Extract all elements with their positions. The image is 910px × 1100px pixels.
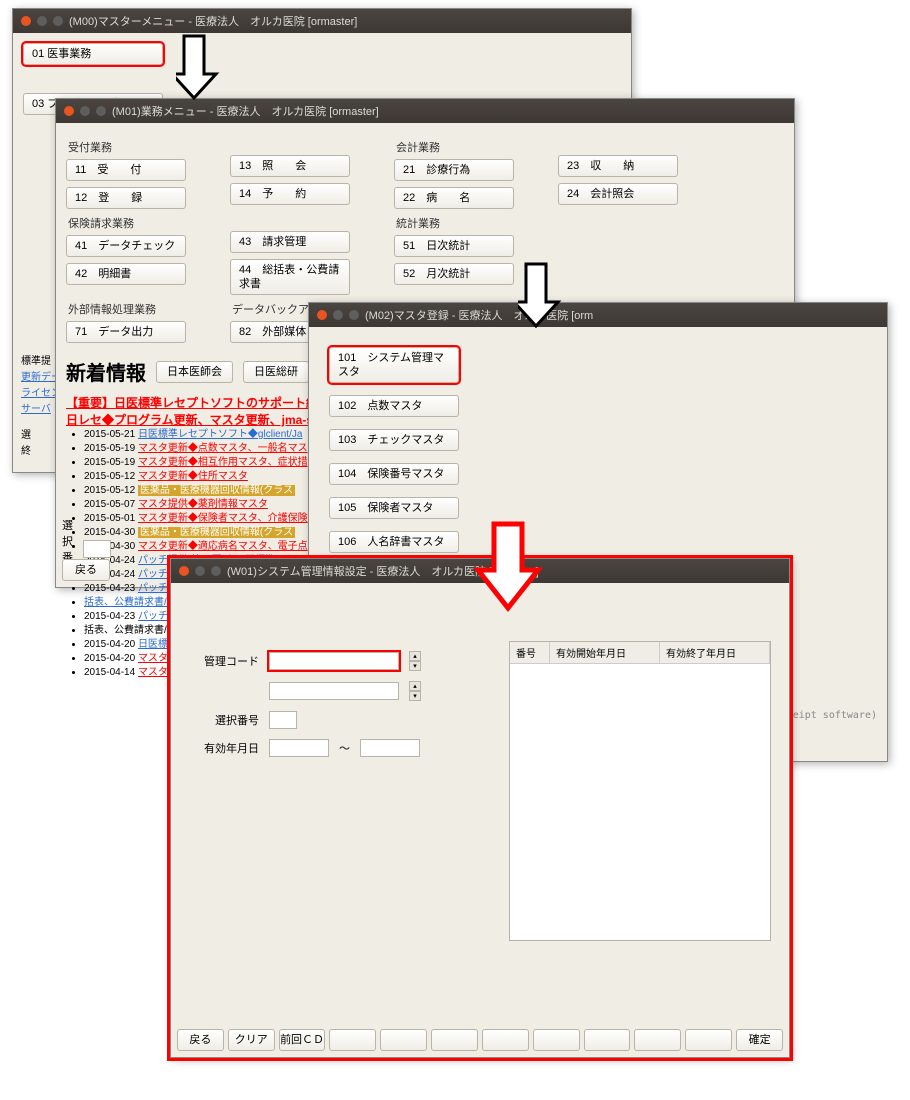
- input-select-no[interactable]: [269, 711, 297, 729]
- spin-down-icon[interactable]: ▾: [409, 691, 421, 701]
- validity-table: 番号 有効開始年月日 有効終了年月日: [509, 641, 771, 941]
- btn-前回ＣＤ[interactable]: 前回ＣＤ: [279, 1029, 326, 1051]
- btn-51[interactable]: 51 日次統計: [394, 235, 514, 257]
- btn-戻る[interactable]: 戻る: [177, 1029, 224, 1051]
- btn-22[interactable]: 22 病 名: [394, 187, 514, 209]
- btn-103[interactable]: 103 チェックマスタ: [329, 429, 459, 451]
- btn-41[interactable]: 41 データチェック: [66, 235, 186, 257]
- close-icon[interactable]: [64, 106, 74, 116]
- btn-12[interactable]: 12 登 録: [66, 187, 186, 209]
- arrow-2: [518, 260, 568, 332]
- tilde: ～: [339, 740, 350, 756]
- th-no: 番号: [510, 642, 550, 663]
- btn-empty-6[interactable]: [482, 1029, 529, 1051]
- close-icon[interactable]: [179, 566, 189, 576]
- section-stats: 統計業務: [396, 215, 544, 231]
- titlebar-m02: (M02)マスタ登録 - 医療法人 オルカ医院 [orm: [309, 303, 887, 327]
- btn-105[interactable]: 105 保険者マスタ: [329, 497, 459, 519]
- btn-44[interactable]: 44 総括表・公費請求書: [230, 259, 350, 295]
- section-insurance: 保険請求業務: [68, 215, 216, 231]
- btn-102[interactable]: 102 点数マスタ: [329, 395, 459, 417]
- window-title: (M01)業務メニュー - 医療法人 オルカ医院 [ormaster]: [112, 103, 379, 119]
- btn-back-m01[interactable]: 戻る: [62, 559, 110, 581]
- close-icon[interactable]: [317, 310, 327, 320]
- btn-42[interactable]: 42 明細書: [66, 263, 186, 285]
- arrow-3: [474, 520, 544, 616]
- maximize-icon[interactable]: [96, 106, 106, 116]
- maximize-icon[interactable]: [211, 566, 221, 576]
- section-reception: 受付業務: [68, 139, 216, 155]
- btn-empty-3[interactable]: [329, 1029, 376, 1051]
- window-title: (M00)マスターメニュー - 医療法人 オルカ医院 [ormaster]: [69, 13, 357, 29]
- spin-up-icon[interactable]: ▴: [409, 681, 421, 691]
- input-sub[interactable]: [269, 682, 399, 700]
- th-end: 有効終了年月日: [660, 642, 770, 663]
- close-icon[interactable]: [21, 16, 31, 26]
- btn-14[interactable]: 14 予 約: [230, 183, 350, 205]
- window-w01: (W01)システム管理情報設定 - 医療法人 オルカ医院 [ormaster] …: [170, 558, 790, 1058]
- input-manage-code[interactable]: [269, 652, 399, 670]
- btn-104[interactable]: 104 保険番号マスタ: [329, 463, 459, 485]
- btn-empty-8[interactable]: [584, 1029, 631, 1051]
- section-accounting: 会計業務: [396, 139, 544, 155]
- titlebar-m00: (M00)マスターメニュー - 医療法人 オルカ医院 [ormaster]: [13, 9, 631, 33]
- maximize-icon[interactable]: [349, 310, 359, 320]
- label-manage-code: 管理コード: [189, 653, 259, 669]
- btn-106[interactable]: 106 人名辞書マスタ: [329, 531, 459, 553]
- btn-52[interactable]: 52 月次統計: [394, 263, 514, 285]
- arrow-1: [176, 32, 226, 104]
- input-date-to[interactable]: [360, 739, 420, 757]
- input-date-from[interactable]: [269, 739, 329, 757]
- btn-empty-5[interactable]: [431, 1029, 478, 1051]
- th-start: 有効開始年月日: [550, 642, 660, 663]
- btn-101-sysmaster[interactable]: 101 システム管理マスタ: [329, 347, 459, 383]
- btn-23[interactable]: 23 収 納: [558, 155, 678, 177]
- spin-up-icon[interactable]: ▴: [409, 651, 421, 661]
- section-external: 外部情報処理業務: [68, 301, 216, 317]
- btn-empty-10[interactable]: [685, 1029, 732, 1051]
- titlebar-m01: (M01)業務メニュー - 医療法人 オルカ医院 [ormaster]: [56, 99, 794, 123]
- minimize-icon[interactable]: [195, 566, 205, 576]
- minimize-icon[interactable]: [333, 310, 343, 320]
- btn-empty-4[interactable]: [380, 1029, 427, 1051]
- maximize-icon[interactable]: [53, 16, 63, 26]
- bottom-bar-w01: 戻るクリア前回ＣＤ 確定: [177, 1029, 783, 1051]
- btn-クリア[interactable]: クリア: [228, 1029, 275, 1051]
- btn-43[interactable]: 43 請求管理: [230, 231, 350, 253]
- btn-24[interactable]: 24 会計照会: [558, 183, 678, 205]
- btn-13[interactable]: 13 照 会: [230, 155, 350, 177]
- btn-empty-9[interactable]: [634, 1029, 681, 1051]
- btn-empty-7[interactable]: [533, 1029, 580, 1051]
- btn-71[interactable]: 71 データ出力: [66, 321, 186, 343]
- label-valid-date: 有効年月日: [189, 740, 259, 756]
- btn-jmari[interactable]: 日医総研: [243, 361, 309, 383]
- btn-21[interactable]: 21 診療行為: [394, 159, 514, 181]
- btn-確定[interactable]: 確定: [736, 1029, 783, 1051]
- minimize-icon[interactable]: [37, 16, 47, 26]
- minimize-icon[interactable]: [80, 106, 90, 116]
- btn-jma[interactable]: 日本医師会: [156, 361, 233, 383]
- btn-11[interactable]: 11 受 付: [66, 159, 186, 181]
- spin-down-icon[interactable]: ▾: [409, 661, 421, 671]
- menu-01-medical[interactable]: 01 医事業務: [23, 43, 163, 65]
- label-select-no: 選択番号: [189, 712, 259, 728]
- news-heading: 新着情報: [66, 357, 146, 386]
